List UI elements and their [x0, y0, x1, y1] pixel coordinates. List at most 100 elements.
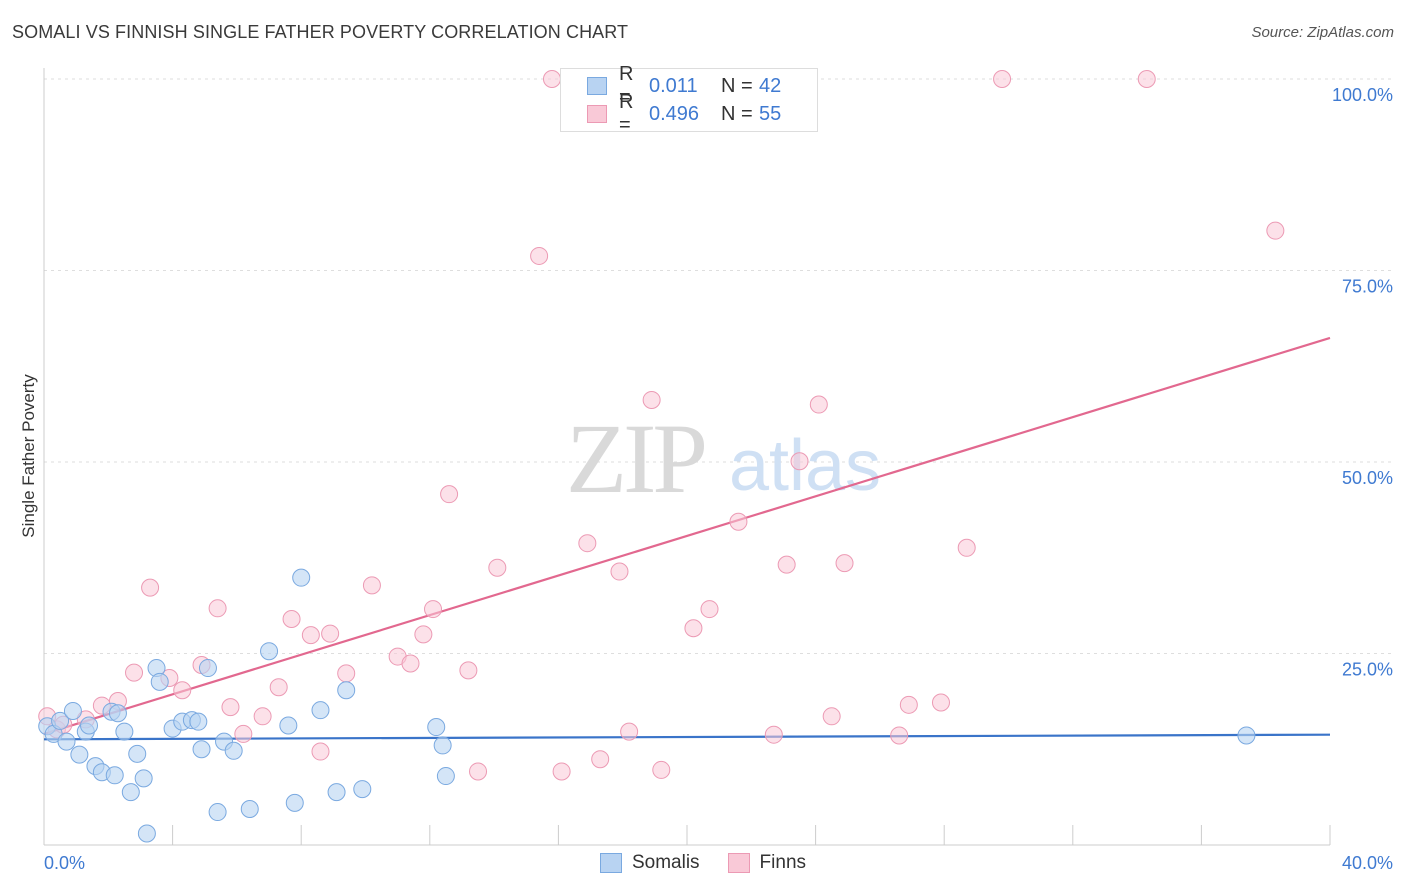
finns-point: [530, 246, 549, 265]
somalis-point: [137, 824, 156, 843]
finns-point: [993, 70, 1012, 88]
somalis-point: [63, 701, 82, 720]
somalis-point: [1237, 726, 1256, 745]
finns-point: [253, 707, 272, 726]
finns-point: [822, 707, 841, 726]
finns-point: [234, 724, 253, 743]
somalis-point: [150, 672, 169, 691]
somalis-point: [224, 741, 243, 760]
finns-point: [1266, 221, 1285, 240]
somalis-legend-label: Somalis: [631, 852, 700, 873]
somalis-point: [70, 745, 89, 764]
somalis-point: [427, 718, 446, 737]
finns-point: [899, 695, 918, 714]
somalis-point: [192, 740, 211, 759]
x-tick-label-min: 0.0%: [44, 853, 85, 873]
somalis-point: [51, 711, 70, 730]
finns-point: [764, 725, 783, 744]
finns-point: [700, 600, 719, 619]
finns-point: [424, 600, 443, 619]
somalis-point: [128, 744, 147, 763]
legend-row-somalis: R = 0.011 N = 42: [587, 63, 782, 108]
finns-point: [337, 664, 356, 683]
finns-point: [321, 624, 340, 643]
finns-point: [578, 534, 597, 553]
finns-points: [38, 70, 1285, 781]
watermark: ZIP atlas: [566, 403, 881, 514]
finns-point: [890, 726, 909, 745]
stats-legend: R = 0.011 N = 42 R = 0.496 N = 55: [560, 63, 818, 136]
y-tick-label-25: 25.0%: [1342, 660, 1393, 680]
legend-item-finns[interactable]: Finns: [727, 852, 807, 874]
somalis-trend-line: [43, 733, 1331, 741]
somalis-points: [38, 568, 1256, 843]
finns-point: [1137, 70, 1156, 88]
somalis-legend-swatch: [599, 853, 622, 873]
finns-trend-line: [43, 336, 1331, 735]
n-label: N =: [721, 102, 753, 125]
somalis-point: [240, 799, 259, 818]
somalis-point: [279, 716, 298, 735]
somalis-point: [208, 803, 227, 822]
somalis-point: [134, 769, 153, 788]
somalis-point: [327, 783, 346, 802]
somalis-point: [433, 736, 452, 755]
somalis-point: [115, 722, 134, 741]
source-label: Source: ZipAtlas.com: [1251, 24, 1394, 41]
n-value: 55: [759, 102, 782, 125]
chart-title: SOMALI VS FINNISH SINGLE FATHER POVERTY …: [12, 22, 629, 42]
finns-point: [620, 722, 639, 741]
finns-point: [835, 554, 854, 573]
n-value: 42: [759, 74, 782, 97]
finns-point: [459, 661, 478, 680]
y-tick-label-75: 75.0%: [1342, 277, 1393, 297]
finns-point: [301, 626, 320, 645]
finns-point: [125, 663, 144, 682]
r-value: 0.011: [649, 74, 698, 97]
finns-point: [729, 512, 748, 531]
finns-point: [591, 750, 610, 769]
legend-item-somalis[interactable]: Somalis: [599, 852, 700, 874]
somalis-point: [108, 704, 127, 723]
finns-point: [469, 762, 488, 781]
y-axis-title: Single Father Poverty: [19, 374, 38, 538]
finns-point: [401, 654, 420, 673]
somalis-point: [311, 701, 330, 720]
somalis-swatch: [587, 77, 607, 95]
somalis-point: [57, 732, 76, 751]
somalis-point: [285, 793, 304, 812]
finns-point: [684, 619, 703, 638]
r-label: R =: [619, 91, 634, 136]
finns-point: [282, 610, 301, 629]
x-tick-label-max: 40.0%: [1342, 853, 1393, 873]
finns-point: [790, 452, 809, 471]
finns-point: [931, 693, 950, 712]
finns-point: [552, 762, 571, 781]
finns-point: [957, 538, 976, 557]
n-label: N =: [721, 74, 753, 97]
series-legend: Somalis Finns: [0, 852, 1406, 874]
finns-point: [141, 578, 160, 597]
finns-point: [208, 599, 227, 618]
somalis-point: [80, 716, 99, 735]
finns-point: [652, 760, 671, 779]
finns-point: [488, 558, 507, 577]
somalis-point: [121, 783, 140, 802]
somalis-point: [105, 766, 124, 785]
finns-point: [269, 678, 288, 697]
finns-swatch: [587, 105, 607, 123]
watermark-zip: ZIP: [566, 403, 704, 514]
finns-point: [440, 485, 459, 504]
r-value: 0.496: [649, 102, 700, 125]
finns-point: [414, 625, 433, 644]
somalis-point: [260, 642, 279, 661]
legend-row-finns: R = 0.496 N = 55: [587, 91, 782, 136]
finns-point: [642, 390, 661, 409]
somalis-point: [198, 659, 217, 678]
finns-legend-label: Finns: [759, 852, 807, 873]
finns-point: [777, 555, 796, 574]
finns-point: [362, 576, 381, 595]
somalis-point: [436, 767, 455, 786]
finns-point: [809, 395, 828, 414]
finns-legend-swatch: [727, 853, 750, 873]
